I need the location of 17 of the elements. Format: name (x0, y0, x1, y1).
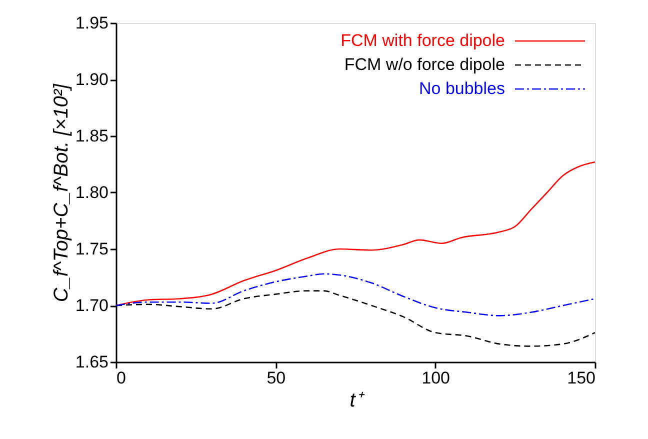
y-tick-label: 1.65 (75, 352, 108, 372)
x-axis-title: t⁺ (350, 390, 366, 412)
x-tick-label: 50 (266, 368, 286, 388)
line-series (115, 273, 596, 316)
y-tick-label: 1.80 (75, 183, 108, 202)
x-tick-label: 100 (422, 368, 450, 388)
x-tick-label: 0 (116, 368, 126, 388)
y-tick-label: 1.70 (75, 296, 108, 315)
legend-label: FCM with force dipole (340, 31, 505, 50)
y-tick-label: 1.85 (75, 126, 108, 146)
y-tick-label: 1.75 (75, 240, 108, 258)
legend-label: No bubbles (418, 79, 505, 98)
y-tick-label: 1.95 (75, 14, 108, 32)
y-tick-label: 1.90 (75, 70, 108, 89)
y-axis-title: C_f^Top+C_f^Bot. [×10²] (50, 83, 72, 302)
legend-label: FCM w/o force dipole (344, 55, 505, 74)
x-tick-label: 150 (567, 368, 596, 388)
